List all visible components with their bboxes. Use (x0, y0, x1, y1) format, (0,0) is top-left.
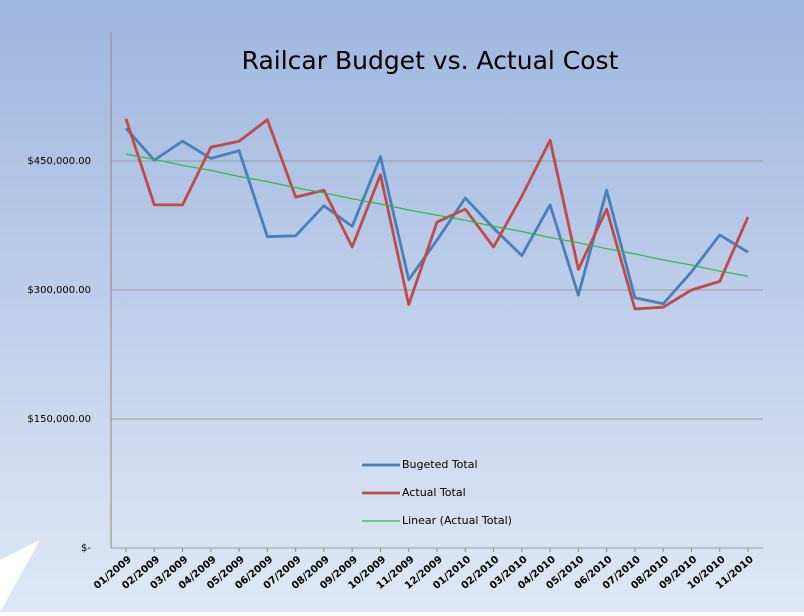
legend-label: Bugeted Total (402, 458, 478, 471)
y-tick-label: $450,000.00 (27, 156, 91, 167)
y-tick-label: $- (81, 543, 91, 554)
y-tick-label: $300,000.00 (27, 285, 91, 296)
corner-shape (0, 540, 40, 612)
series-line (124, 118, 750, 311)
legend-label: Actual Total (402, 486, 466, 499)
series-line (124, 127, 749, 306)
y-tick-label: $150,000.00 (27, 414, 91, 425)
legend-label: Linear (Actual Total) (402, 514, 512, 527)
chart-title: Railcar Budget vs. Actual Cost (242, 46, 619, 75)
series-line (125, 153, 749, 277)
